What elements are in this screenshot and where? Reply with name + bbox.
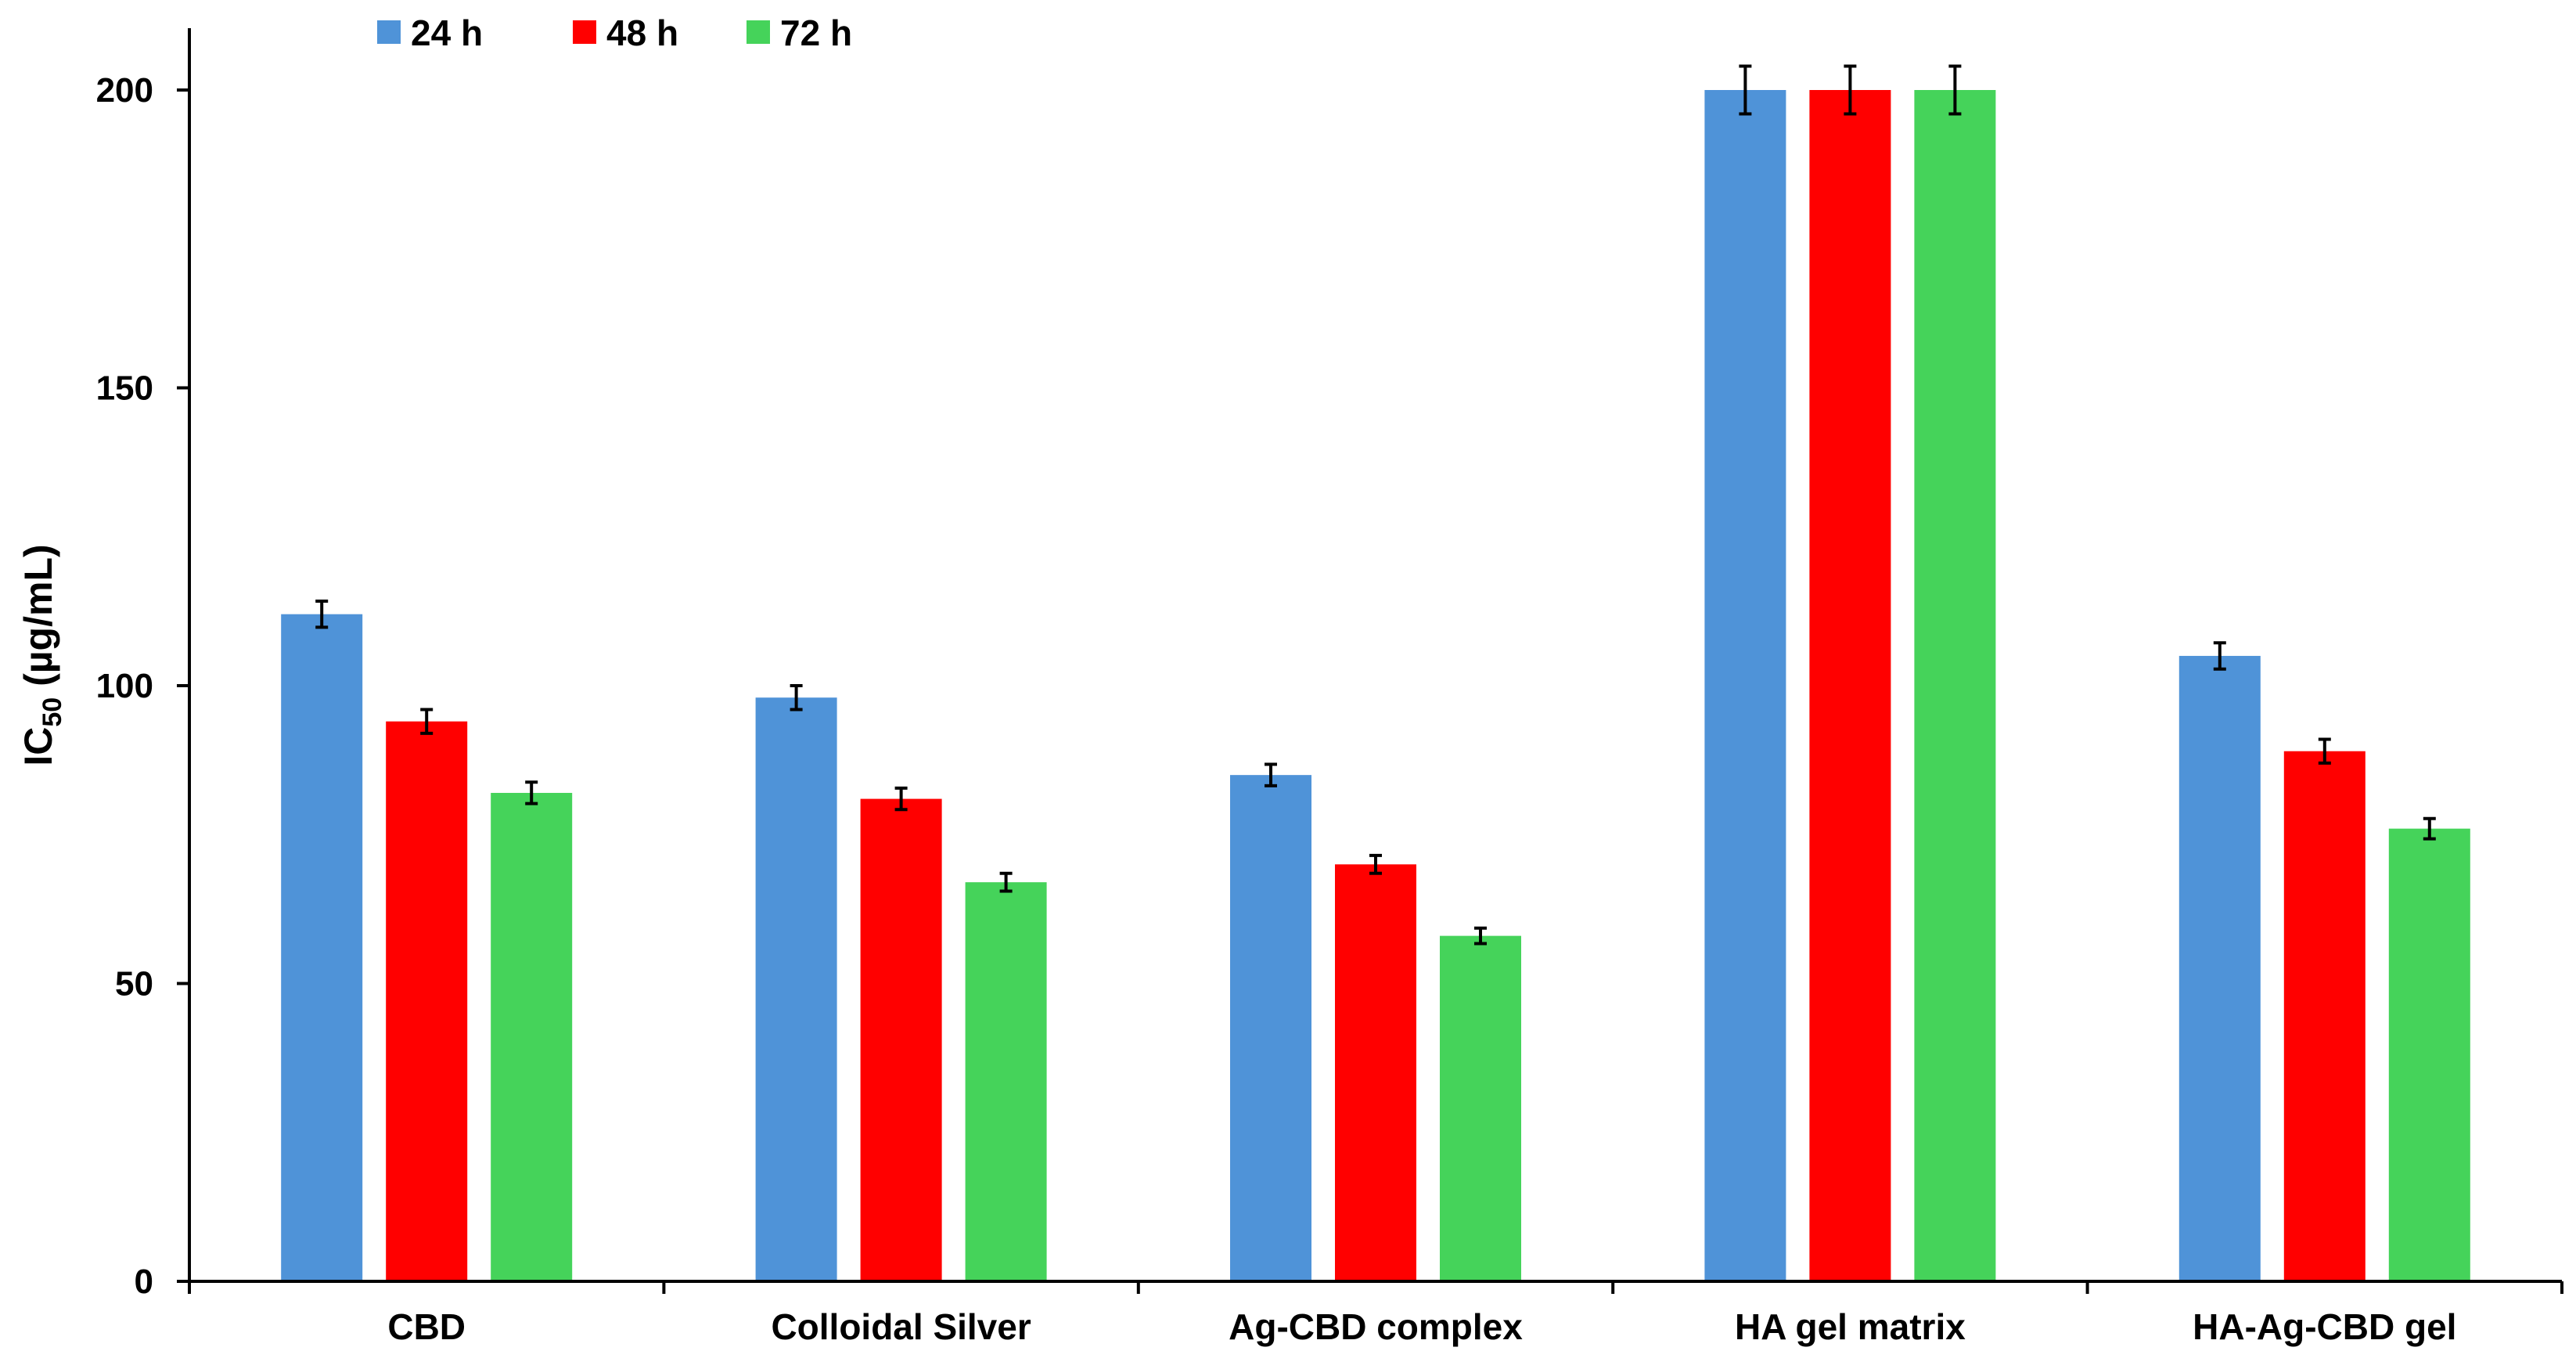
error-bar-ha-ag-cbd-gel-24h	[2213, 641, 2226, 671]
y-axis-title-subscript: 50	[38, 697, 67, 727]
error-bar-ag-cbd-complex-24h	[1265, 762, 1277, 787]
error-bar-ag-cbd-complex-72h	[1474, 926, 1487, 946]
bar-ha-ag-cbd-gel-72h	[2388, 828, 2470, 1281]
bar-cbd-48h	[386, 721, 468, 1281]
x-ticks-layer	[188, 1281, 2563, 1294]
legend-swatch-48h	[573, 20, 596, 44]
error-bar-ha-gel-matrix-24h	[1739, 64, 1752, 116]
legend-swatch-24h	[377, 20, 401, 44]
bar-colloidal-silver-72h	[965, 882, 1047, 1281]
error-bar-cbd-72h	[525, 780, 538, 805]
bar-ha-ag-cbd-gel-24h	[2178, 655, 2261, 1281]
error-bar-colloidal-silver-72h	[999, 871, 1013, 893]
bar-colloidal-silver-24h	[755, 697, 837, 1281]
bar-ha-gel-matrix-72h	[1914, 90, 1996, 1281]
bar-ag-cbd-complex-24h	[1230, 775, 1311, 1281]
error-bar-ha-ag-cbd-gel-48h	[2318, 737, 2331, 765]
error-bar-ag-cbd-complex-48h	[1369, 853, 1382, 875]
bars-layer	[281, 90, 2470, 1281]
bar-colloidal-silver-48h	[860, 798, 942, 1281]
y-tick-label-100: 100	[96, 667, 153, 705]
error-bar-ha-gel-matrix-48h	[1844, 64, 1857, 116]
y-axis-title: IC50 (µg/mL)	[16, 544, 67, 766]
bar-ag-cbd-complex-72h	[1440, 935, 1521, 1281]
error-bar-ha-gel-matrix-72h	[1948, 64, 1962, 116]
x-label-colloidal-silver: Colloidal Silver	[771, 1306, 1031, 1347]
error-bar-cbd-24h	[315, 599, 329, 629]
y-tick-label-50: 50	[115, 965, 153, 1003]
y-tick-label-150: 150	[96, 369, 153, 408]
y-axis-title-unit: (µg/mL)	[16, 544, 60, 697]
legend-label-48h: 48 h	[606, 13, 678, 53]
y-tick-label-0: 0	[135, 1263, 153, 1301]
x-category-labels: CBD Colloidal Silver Ag-CBD complex HA gel …	[387, 1306, 2456, 1347]
error-bar-colloidal-silver-24h	[790, 684, 803, 712]
x-label-cbd: CBD	[387, 1306, 466, 1347]
error-bar-ha-ag-cbd-gel-72h	[2423, 816, 2436, 841]
legend-swatch-72h	[747, 20, 770, 44]
legend-label-72h: 72 h	[780, 13, 852, 53]
bar-ha-ag-cbd-gel-48h	[2283, 751, 2366, 1281]
bar-cbd-72h	[491, 792, 573, 1281]
legend: 24 h 48 h 72 h	[377, 13, 852, 53]
y-axis-title-main: IC	[16, 727, 60, 766]
error-bar-colloidal-silver-48h	[894, 786, 908, 812]
bar-ha-gel-matrix-48h	[1809, 90, 1891, 1281]
y-tick-label-200: 200	[96, 71, 153, 110]
y-ticks-layer: 0 50 100 150 200	[96, 71, 189, 1301]
x-label-ha-gel-matrix: HA gel matrix	[1735, 1306, 1966, 1347]
bar-cbd-24h	[281, 614, 363, 1281]
error-bars-layer	[315, 64, 2436, 946]
error-bar-cbd-48h	[420, 708, 434, 735]
legend-label-24h: 24 h	[411, 13, 483, 53]
bar-ha-gel-matrix-24h	[1704, 90, 1786, 1281]
bar-ag-cbd-complex-48h	[1335, 864, 1416, 1281]
x-label-ha-ag-cbd-gel: HA-Ag-CBD gel	[2193, 1306, 2456, 1347]
x-label-ag-cbd-complex: Ag-CBD complex	[1229, 1306, 1523, 1347]
